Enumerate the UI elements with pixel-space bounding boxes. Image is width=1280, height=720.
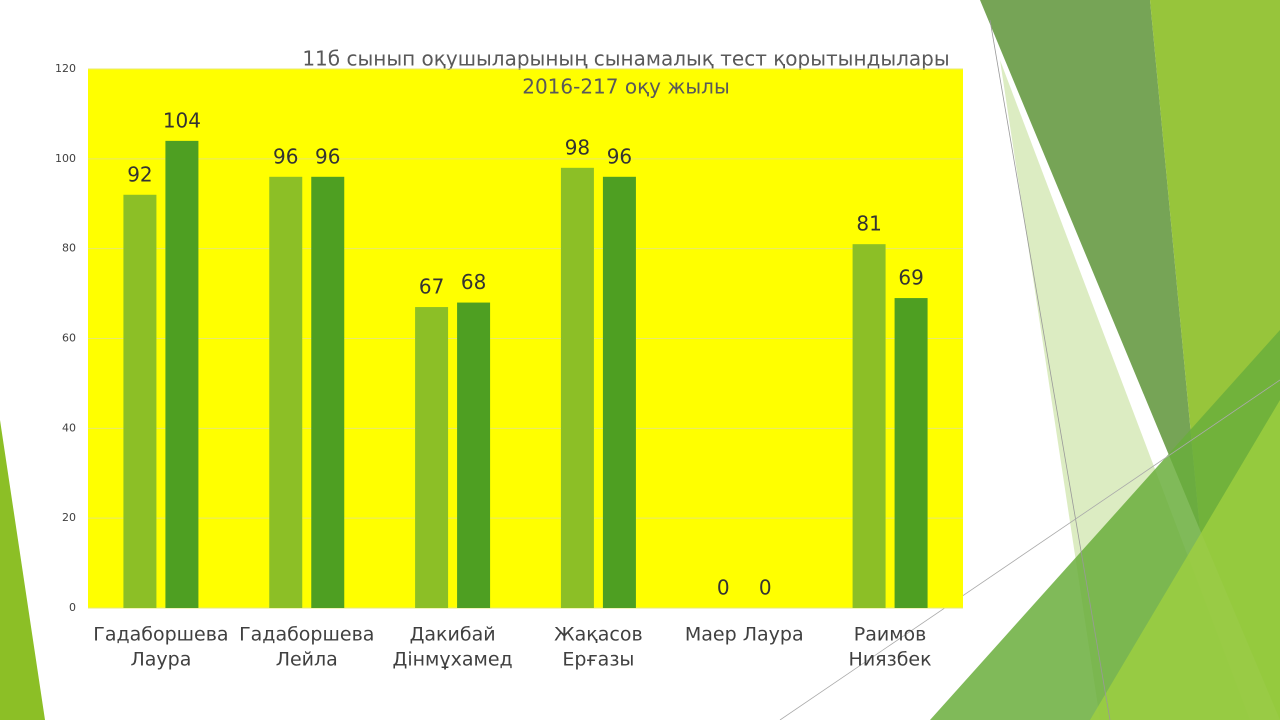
x-tick-label: Дінмұхамед bbox=[392, 649, 512, 671]
x-tick-label: Лейла bbox=[276, 649, 338, 671]
y-tick-label: 100 bbox=[55, 152, 76, 165]
x-tick-label: Раимов bbox=[854, 624, 927, 646]
y-tick-label: 60 bbox=[62, 332, 76, 345]
chart-title: 2016-217 оқу жылы bbox=[522, 75, 730, 99]
data-label: 0 bbox=[759, 576, 772, 600]
bar bbox=[269, 176, 303, 609]
x-tick-label: Жақасов bbox=[554, 624, 643, 646]
x-tick-label: Маер Лаура bbox=[685, 624, 804, 646]
data-label: 81 bbox=[856, 212, 881, 236]
bar bbox=[123, 194, 157, 608]
x-tick-label: Гадаборшева bbox=[239, 624, 374, 646]
x-tick-label: Гадаборшева bbox=[93, 624, 228, 646]
data-label: 0 bbox=[717, 576, 730, 600]
y-tick-label: 80 bbox=[62, 242, 76, 255]
bar bbox=[852, 244, 886, 609]
bar bbox=[602, 176, 636, 609]
data-label: 68 bbox=[461, 270, 486, 294]
data-label: 96 bbox=[315, 144, 340, 168]
chart-title: 11б сынып оқушыларының сынамалық тест қо… bbox=[302, 47, 949, 71]
x-tick-label: Ниязбек bbox=[849, 649, 932, 671]
data-label: 96 bbox=[607, 144, 632, 168]
data-label: 104 bbox=[163, 108, 201, 132]
data-label: 98 bbox=[565, 135, 590, 159]
x-tick-label: Лаура bbox=[130, 649, 191, 671]
bar bbox=[457, 302, 491, 608]
bar bbox=[311, 176, 345, 609]
data-label: 96 bbox=[273, 144, 298, 168]
y-tick-label: 120 bbox=[55, 62, 76, 75]
y-tick-label: 0 bbox=[69, 601, 76, 614]
x-tick-label: Дакибай bbox=[410, 624, 496, 646]
data-label: 69 bbox=[898, 266, 923, 290]
data-label: 67 bbox=[419, 275, 444, 299]
y-tick-label: 40 bbox=[62, 421, 76, 434]
y-tick-label: 20 bbox=[62, 511, 76, 524]
bar bbox=[415, 307, 449, 608]
bar bbox=[560, 167, 594, 609]
bar bbox=[894, 298, 928, 608]
data-label: 92 bbox=[127, 162, 152, 186]
x-tick-label: Ерғазы bbox=[562, 649, 634, 671]
bar bbox=[165, 140, 199, 608]
